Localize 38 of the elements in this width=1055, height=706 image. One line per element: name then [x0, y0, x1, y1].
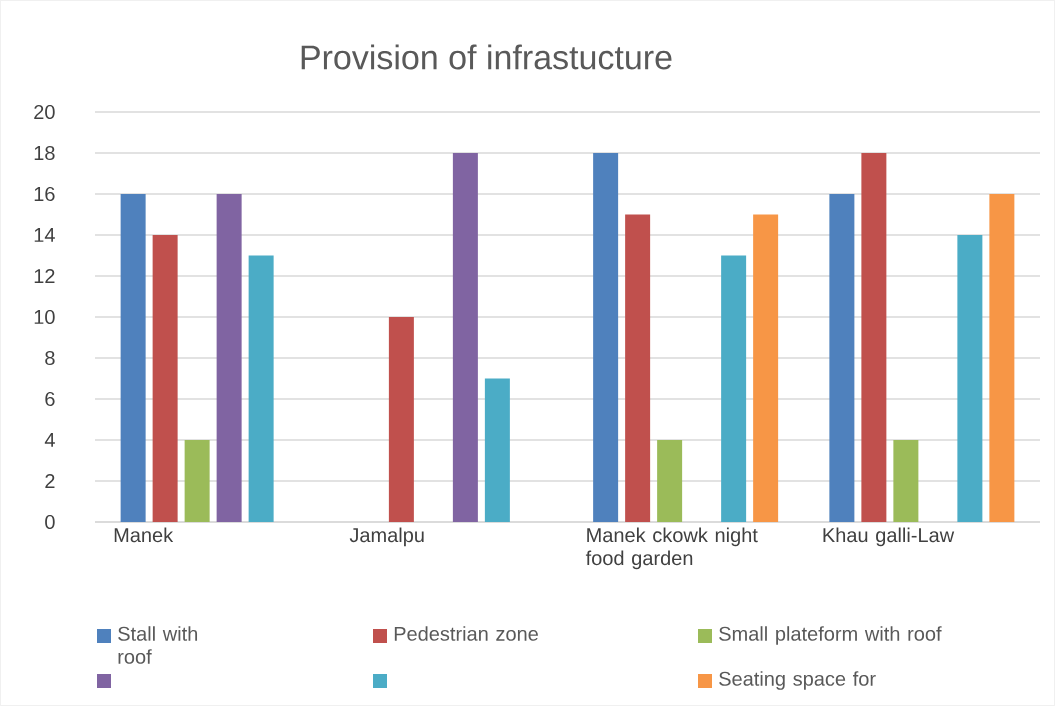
- y-tick-label: 6: [45, 391, 55, 407]
- legend-label: Small plateform with roof: [719, 626, 942, 645]
- legend-label: Stall with roof: [118, 626, 198, 664]
- y-tick-label: 4: [44, 433, 55, 447]
- y-tick-label: 16: [34, 186, 55, 202]
- x-tick-label: Jamalpu: [349, 527, 424, 547]
- bar: [593, 152, 619, 522]
- y-tick-label: 2: [45, 474, 55, 488]
- y-tick-label: 18: [34, 145, 55, 161]
- y-tick-label: 0: [45, 514, 55, 530]
- bar: [120, 193, 146, 522]
- bar: [216, 193, 242, 522]
- bar: [388, 316, 414, 522]
- bar: [753, 214, 779, 522]
- y-tick-label: 20: [34, 104, 55, 120]
- x-tick-label: Manek: [114, 527, 174, 543]
- bar: [484, 378, 510, 522]
- x-tick-label: Manek ckowk night food garden: [585, 527, 758, 570]
- x-tick-label: Khau galli-Law: [823, 527, 955, 547]
- bar: [248, 255, 274, 522]
- bar: [657, 439, 683, 522]
- bar: [861, 152, 887, 522]
- y-tick-label: 12: [34, 269, 55, 283]
- legend-label: Pedestrian zone: [394, 626, 538, 641]
- bar: [957, 234, 983, 522]
- y-tick-label: 14: [34, 228, 55, 242]
- bar: [893, 439, 919, 522]
- bar: [989, 193, 1015, 522]
- bar: [721, 255, 747, 522]
- chart-title: Provision of infrastucture: [301, 44, 672, 70]
- bar: [184, 439, 210, 522]
- bar: [152, 234, 178, 522]
- y-tick-label: 8: [45, 350, 55, 366]
- y-tick-label: 10: [34, 309, 55, 325]
- legend-label: Seating space for: [719, 671, 876, 690]
- bar: [829, 193, 855, 522]
- bar: [625, 214, 651, 522]
- bar: [452, 152, 478, 522]
